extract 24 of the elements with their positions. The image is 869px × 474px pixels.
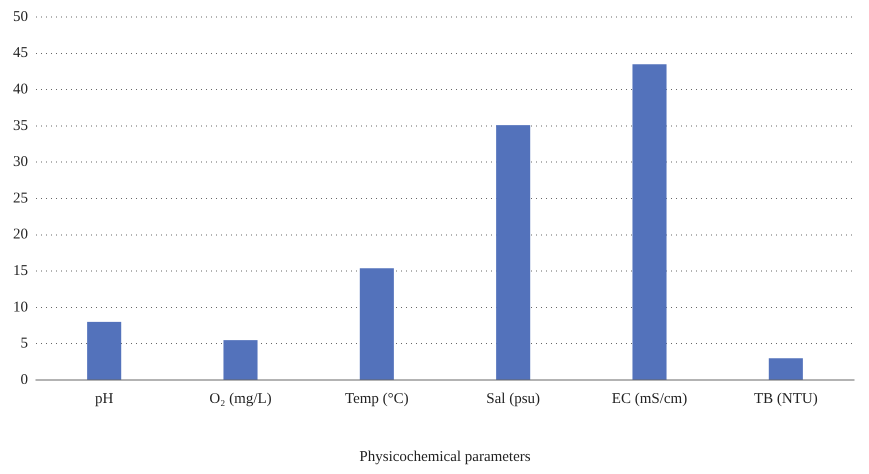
y-tick-label: 50 <box>13 8 28 25</box>
y-tick-label: 10 <box>13 299 28 316</box>
x-tick-label: EC (mS/cm) <box>612 390 688 407</box>
y-tick-label: 40 <box>13 82 28 98</box>
bar <box>632 64 667 380</box>
bar <box>223 340 258 380</box>
bar <box>87 322 122 380</box>
bar <box>496 125 530 380</box>
y-tick-label: 35 <box>13 118 28 134</box>
x-axis-title: Physicochemical parameters <box>359 448 531 465</box>
x-tick-label: O₂ (mg/L) <box>209 390 272 407</box>
y-tick-label: 0 <box>20 372 28 388</box>
bar <box>360 268 394 380</box>
y-tick-label: 30 <box>13 154 28 170</box>
x-tick-label: Sal (psu) <box>486 390 540 407</box>
x-tick-label: pH <box>94 390 114 407</box>
y-tick-label: 15 <box>13 263 28 280</box>
y-tick-label: 45 <box>13 45 28 62</box>
y-tick-label: 25 <box>13 190 28 206</box>
y-tick-label: 5 <box>20 336 28 352</box>
y-tick-label: 20 <box>13 226 28 243</box>
x-tick-label: TB (NTU) <box>754 390 818 407</box>
x-tick-label: Temp (°C) <box>344 390 409 407</box>
bar <box>768 358 803 380</box>
